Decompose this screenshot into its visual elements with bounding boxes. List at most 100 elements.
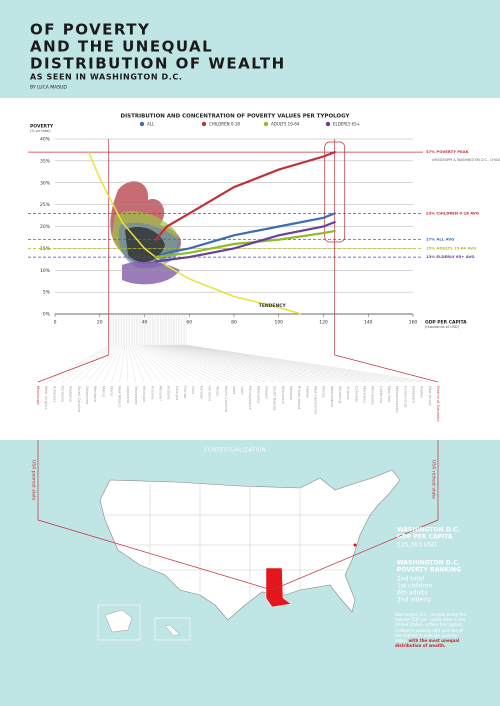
- state-label: Vermont: [207, 386, 211, 402]
- fan-line: [54, 314, 113, 383]
- state-label: California: [379, 386, 383, 403]
- fan-line: [176, 314, 381, 383]
- ranking-title: POVERTY RANKING: [397, 567, 461, 574]
- title: OF POVERTY: [30, 21, 150, 39]
- fan-line: [142, 314, 210, 383]
- state-label: Idaho: [109, 386, 113, 396]
- fan-line: [46, 314, 111, 383]
- reference-label: 17% ALL AVG: [426, 237, 454, 242]
- state-label: Nevada: [289, 386, 293, 400]
- fan-line: [166, 314, 332, 383]
- fan-line: [137, 314, 186, 383]
- fan-line: [179, 314, 398, 383]
- state-label: South Carolina: [77, 386, 81, 412]
- fan-line: [182, 314, 414, 383]
- emphasis: with the most unequal distribution of we…: [395, 638, 460, 649]
- x-tick-label: 20: [97, 320, 103, 326]
- fan-line: [134, 314, 169, 383]
- section-title: CONTEXTUALIZATION: [204, 448, 266, 454]
- fan-line: [119, 314, 125, 383]
- header-bg: [0, 0, 500, 98]
- x-tick-label: 160: [409, 320, 418, 326]
- fan-line: [160, 314, 300, 383]
- fan-line: [140, 314, 202, 383]
- state-label: Iowa: [232, 386, 236, 394]
- state-label: Arkansas: [52, 386, 56, 403]
- state-label: West Virginia: [44, 386, 48, 410]
- x-tick-label: 40: [142, 320, 148, 326]
- state-label: New Mexico: [118, 386, 122, 408]
- state-label: Delaware: [412, 386, 416, 404]
- ranking-item: 2nd total: [397, 576, 424, 583]
- distribution-blobs: [110, 181, 181, 285]
- hawaii-inset: [154, 617, 191, 641]
- fan-line: [126, 314, 128, 383]
- red-link: [334, 354, 439, 383]
- y-label: POVERTY: [30, 124, 54, 130]
- state-label: Oklahoma: [85, 386, 89, 404]
- state-label: Montana: [93, 386, 97, 402]
- y-tick-label: 20%: [40, 224, 51, 230]
- x-tick-label: 120: [319, 320, 328, 326]
- fan-line: [129, 314, 145, 383]
- fan-line: [168, 314, 341, 383]
- gdp-title: GDP PER CAPITA: [397, 534, 453, 541]
- state-label: South Dakota: [273, 386, 277, 410]
- fan-line: [139, 314, 194, 383]
- richest-label: USA richest state: [431, 460, 437, 499]
- fan-line: [150, 314, 251, 383]
- fan-line: [163, 314, 316, 383]
- fan-line: [171, 314, 357, 383]
- fan-line: [148, 314, 243, 383]
- state-label: Texas: [216, 385, 220, 396]
- y-tick-label: 40%: [40, 137, 51, 143]
- legend-marker: [139, 121, 145, 127]
- y-tick-label: 5%: [43, 290, 51, 296]
- state-label: Kansas: [199, 386, 203, 399]
- x-tick-label: 100: [274, 320, 283, 326]
- series-line: [154, 151, 336, 241]
- fan-line: [186, 314, 430, 383]
- x-tick-label: 140: [364, 320, 373, 326]
- gdp-value: 125,363 USD: [397, 542, 437, 549]
- fan-line: [62, 314, 114, 383]
- state-label: Alaska: [420, 386, 424, 398]
- y-tick-label: 25%: [40, 202, 51, 208]
- fan-line: [156, 314, 283, 383]
- alaska: [104, 609, 133, 633]
- author: BY LUCA MASUD: [30, 85, 67, 91]
- fan-line: [145, 314, 226, 383]
- state-label: New Hampshire: [314, 386, 318, 415]
- fan-line: [161, 314, 308, 383]
- reference-label: 23% CHILDREN 0-18 AVG: [426, 210, 479, 215]
- fan-line: [95, 314, 121, 383]
- state-label: Alabama: [69, 386, 73, 402]
- poorest-label: USA poorest state: [31, 460, 37, 501]
- reference-label: 37% POVERTY PEAK: [426, 149, 470, 154]
- state-label: Illinois: [322, 386, 326, 398]
- alaska-inset: [97, 604, 141, 641]
- state-label: Ohio: [191, 386, 195, 394]
- state-label: Indiana: [167, 386, 171, 399]
- state-label: Rhode Island: [297, 386, 301, 409]
- legend-label: CHILDREN 0-18: [209, 122, 240, 127]
- chart-title: DISTRIBUTION AND CONCENTRATION OF POVERT…: [121, 114, 351, 120]
- state-label: Louisiana: [126, 386, 130, 403]
- state-label: New Jersey: [428, 386, 432, 407]
- ranking-title: WASHINGTON D.C.: [397, 560, 460, 567]
- state-label: Massachusetts: [395, 386, 399, 413]
- state-label: Maine: [101, 386, 105, 398]
- y-sublabel: (% on total): [30, 129, 51, 133]
- fan-line: [70, 314, 116, 383]
- series-line: [154, 212, 336, 259]
- series-line: [154, 221, 336, 263]
- reference-label: 13% ELDERLY 65+ AVG: [426, 254, 475, 259]
- title: DISTRIBUTION OF WEALTH: [30, 55, 286, 73]
- red-link: [37, 519, 439, 591]
- state-label: District of Columbia: [436, 386, 440, 422]
- state-label: Georgia: [175, 386, 179, 400]
- fan-line: [177, 314, 390, 383]
- reference-note: (MISSISSIPPI & WASHINGTON D.C., CHILDREN…: [432, 158, 500, 162]
- red-link: [37, 354, 109, 383]
